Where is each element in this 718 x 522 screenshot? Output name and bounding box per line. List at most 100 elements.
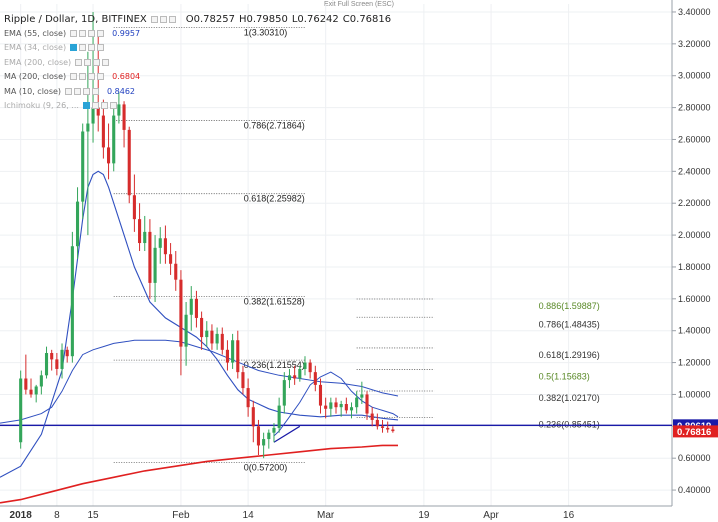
- candle-body: [39, 375, 43, 387]
- candle-body: [267, 432, 271, 440]
- hide-icon[interactable]: [150, 15, 158, 23]
- indicator-buttons[interactable]: [70, 29, 106, 37]
- close-icon[interactable]: [83, 87, 91, 95]
- indicator-line: [273, 371, 399, 437]
- close-icon[interactable]: [88, 44, 96, 52]
- indicator-label: MA (10, close): [4, 86, 62, 96]
- eye-icon[interactable]: [75, 58, 83, 66]
- more-icon[interactable]: [97, 44, 105, 52]
- candle-body: [112, 115, 116, 164]
- fib-level-label: 0.236(0.85451): [539, 420, 600, 430]
- candle-body: [184, 314, 188, 347]
- fib-level-label: 0.786(2.71864): [244, 121, 305, 131]
- candle-body: [360, 394, 364, 398]
- indicator-line: [0, 170, 399, 478]
- indicator-label: Ichimoku (9, 26, ...: [4, 101, 79, 111]
- candle-body: [132, 195, 136, 220]
- indicator-buttons[interactable]: [82, 102, 119, 110]
- settings-icon[interactable]: [79, 44, 87, 52]
- indicator-label: MA (200, close): [4, 72, 67, 82]
- candle-body: [153, 247, 157, 283]
- close-icon[interactable]: [88, 73, 96, 81]
- indicator-buttons[interactable]: [65, 87, 101, 95]
- y-tick-label: 3.00000: [678, 71, 711, 81]
- candle-body: [210, 330, 214, 344]
- indicator-line: [0, 339, 399, 424]
- x-tick-label: 19: [418, 510, 430, 521]
- candle-body: [287, 375, 292, 381]
- indicator-value: 0.8462: [107, 86, 136, 96]
- x-tick-label: 14: [243, 510, 255, 521]
- settings-icon[interactable]: [79, 29, 87, 37]
- candle-body: [158, 238, 162, 248]
- settings-icon[interactable]: [79, 73, 87, 81]
- settings-icon[interactable]: [84, 58, 92, 66]
- candle-body: [96, 107, 100, 116]
- indicator-row: EMA (55, close) 0.9957: [4, 26, 391, 41]
- more-icon[interactable]: [109, 102, 117, 110]
- y-tick-label: 3.40000: [678, 7, 711, 17]
- candle-body: [65, 349, 69, 357]
- eye-icon[interactable]: [70, 44, 78, 52]
- candle-body: [308, 362, 312, 373]
- candle-body: [246, 388, 250, 408]
- more-icon[interactable]: [97, 29, 105, 37]
- candle-body: [122, 104, 126, 130]
- settings-icon[interactable]: [91, 102, 99, 110]
- fib-level-label: 0.886(1.59887): [539, 301, 600, 311]
- candle-body: [117, 104, 121, 116]
- candle-body: [189, 298, 193, 315]
- eye-icon[interactable]: [65, 87, 73, 95]
- candle-body: [349, 407, 354, 411]
- y-tick-label: 2.80000: [678, 103, 711, 113]
- exit-fullscreen-hint[interactable]: Exit Full Screen (ESC): [323, 1, 395, 8]
- trend-line: [273, 425, 301, 443]
- more-icon[interactable]: [102, 58, 110, 66]
- more-icon[interactable]: [92, 87, 100, 95]
- candle-body: [127, 129, 131, 196]
- close-icon[interactable]: [168, 15, 176, 23]
- candle-body: [70, 246, 74, 357]
- candle-body: [318, 384, 323, 406]
- y-tick-label: 2.40000: [678, 166, 711, 176]
- close-icon[interactable]: [88, 29, 96, 37]
- symbol-row: Ripple / Dollar, 1D, BITFINEX O0.78257 H…: [4, 12, 391, 26]
- indicator-buttons[interactable]: [75, 58, 111, 66]
- indicator-value: 0.9957: [112, 28, 141, 38]
- candle-body: [313, 372, 317, 385]
- indicator-buttons[interactable]: [70, 44, 106, 52]
- x-tick-label: Apr: [483, 510, 499, 521]
- close-icon[interactable]: [100, 102, 108, 110]
- symbol-buttons[interactable]: [150, 15, 178, 23]
- candle-body: [75, 201, 80, 247]
- fib-level-label: 0.5(1.15683): [539, 371, 590, 381]
- settings-icon[interactable]: [159, 15, 167, 23]
- y-tick-label: 0.40000: [678, 485, 711, 495]
- x-tick-label: Feb: [172, 510, 190, 521]
- fib-level-label: 0.382(1.02170): [539, 393, 600, 403]
- candle-body: [241, 372, 245, 389]
- close-icon[interactable]: [93, 58, 101, 66]
- candle-body: [324, 405, 328, 409]
- fib-level-label: 0.618(2.25982): [244, 194, 305, 204]
- ohlc-high: H0.79850: [238, 13, 288, 25]
- candle-body: [44, 353, 49, 376]
- candle-body: [339, 404, 343, 408]
- settings-icon[interactable]: [74, 87, 82, 95]
- fib-level-label: 0.382(1.61528): [244, 296, 305, 306]
- y-tick-label: 0.60000: [678, 453, 711, 463]
- candle-body: [24, 378, 28, 390]
- candle-body: [231, 340, 235, 363]
- y-tick-label: 2.20000: [678, 198, 711, 208]
- more-icon[interactable]: [97, 73, 105, 81]
- eye-icon[interactable]: [70, 73, 78, 81]
- candle-body: [163, 238, 167, 255]
- eye-icon[interactable]: [82, 102, 90, 110]
- indicator-buttons[interactable]: [70, 73, 106, 81]
- candle-body: [34, 386, 38, 395]
- indicator-row: MA (10, close) 0.8462: [4, 84, 391, 99]
- candle-body: [55, 359, 59, 369]
- candle-body: [386, 427, 390, 430]
- eye-icon[interactable]: [70, 29, 78, 37]
